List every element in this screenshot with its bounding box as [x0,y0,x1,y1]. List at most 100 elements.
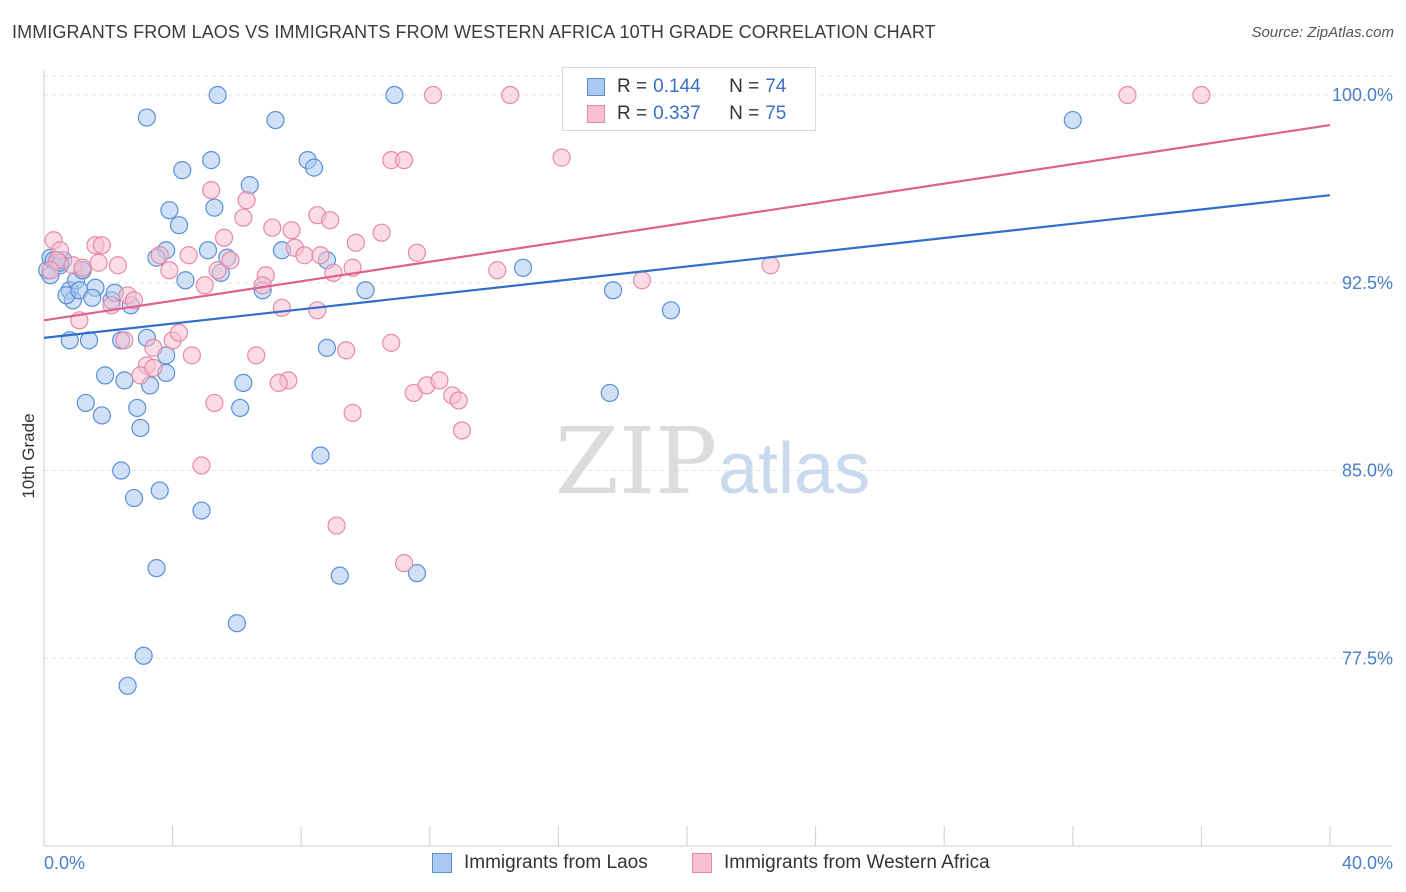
data-point [430,371,449,390]
legend-item-laos[interactable]: Immigrants from Laos [432,852,648,874]
watermark-zip: ZIP [555,408,717,515]
data-point [552,148,571,167]
data-point [234,373,253,393]
watermark: ZIP atlas [555,408,870,515]
legend-label-western-africa: Immigrants from Western Africa [724,852,990,873]
data-point [449,391,468,410]
data-point [92,236,111,255]
legend-swatch-laos [432,853,452,873]
y-tick-label: 92.5% [1342,273,1393,293]
data-point [202,151,221,170]
data-point [488,261,507,280]
trend-line-laos [43,194,1331,339]
data-point [150,481,169,500]
data-point [600,383,619,403]
data-point [227,614,246,633]
legend-r-value: 0.337 [653,103,701,124]
series-western-africa-points [41,85,1211,573]
legend-n-label: N = [729,103,760,124]
data-point [295,246,314,265]
data-point [330,566,349,585]
data-point [176,271,195,290]
y-tick-label: 85.0% [1342,461,1393,481]
data-point [247,346,266,365]
legend-r-label: R = [617,103,648,124]
data-point [147,559,166,578]
legend-swatch-western-africa [587,105,605,123]
data-point [337,341,356,360]
legend-item-western-africa[interactable]: Immigrants from Western Africa [692,852,990,874]
data-point [423,85,443,105]
data-point [343,403,362,423]
data-point [208,85,227,105]
data-point [240,176,259,195]
data-point [372,223,391,242]
data-point [394,151,414,170]
trend-line-western-africa [43,123,1331,322]
data-point [115,331,134,350]
data-point [269,373,288,393]
data-point [160,201,179,220]
x-tick-label: 0.0% [44,853,85,873]
legend-r-value: 0.144 [653,76,701,97]
data-point [182,346,201,365]
stats-legend: R = 0.144 N = 74 R = 0.337 N = 75 [562,67,816,131]
watermark-atlas: atlas [718,429,870,509]
data-point [83,288,102,307]
data-point [385,85,404,105]
data-point [632,271,652,290]
data-point [134,646,153,665]
data-point [234,208,253,227]
data-point [603,281,623,300]
x-tick-label: 40.0% [1342,853,1393,873]
data-point [1063,110,1082,130]
data-point [407,243,427,262]
data-point [317,338,337,357]
legend-swatch-western-africa [692,853,712,873]
legend-swatch-laos [587,78,605,96]
legend-row-laos: R = 0.144 N = 74 [587,75,786,99]
data-point [150,246,169,265]
data-point [198,241,218,260]
data-point [308,301,327,320]
data-point [124,291,144,310]
series-laos-points [38,85,1082,695]
data-point [263,218,282,237]
legend-n-label: N = [729,76,760,97]
data-point [192,501,211,520]
data-point [513,258,533,277]
trend-lines [43,123,1331,339]
data-point [394,554,414,573]
data-point [76,393,95,413]
data-point [169,323,189,342]
source-credit: Source: ZipAtlas.com [1251,24,1394,41]
data-point [324,263,343,282]
y-axis-title: 10th Grade [19,413,38,498]
data-point [661,301,681,320]
data-point [407,564,427,583]
legend-r-label: R = [617,76,648,97]
data-point [1192,85,1211,105]
data-point [124,488,144,508]
data-point [205,198,224,217]
data-point [73,258,92,277]
legend-label-laos: Immigrants from Laos [464,852,648,873]
data-point [144,338,163,357]
data-point [304,158,324,177]
data-point [266,110,285,130]
data-point [144,358,163,377]
data-point [192,456,211,475]
data-point [356,281,375,300]
data-point [118,676,137,695]
data-point [282,221,301,240]
data-point [272,298,292,317]
data-point [95,366,115,385]
data-point [179,246,198,265]
data-point [89,253,108,272]
data-point [173,161,192,180]
data-point [237,191,256,210]
data-point [501,85,520,105]
data-point [1118,85,1137,105]
tick-labels: 77.5% 85.0% 92.5% 100.0% 0.0% 40.0% [44,85,1393,873]
